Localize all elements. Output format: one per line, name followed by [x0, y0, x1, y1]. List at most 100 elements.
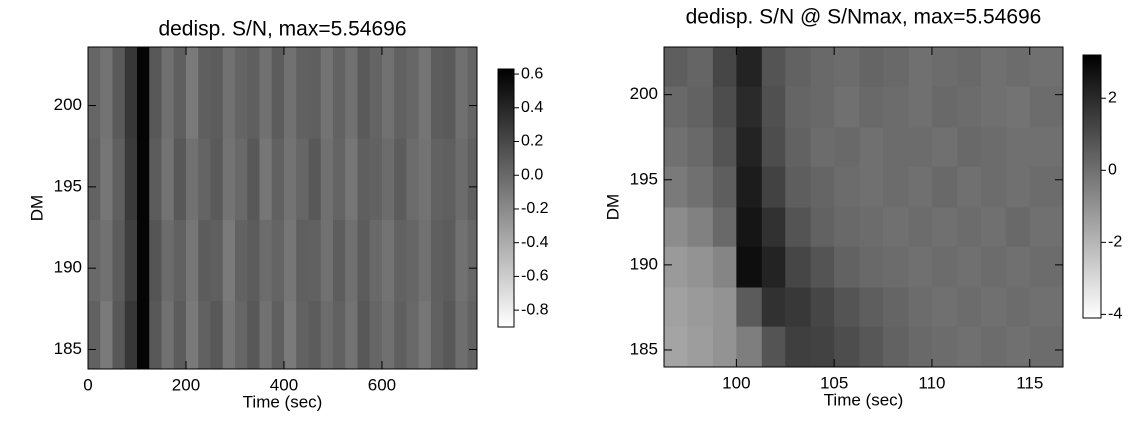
heatmap-cell — [687, 166, 714, 208]
heatmap-cell — [259, 300, 273, 369]
heatmap-cell — [381, 138, 395, 220]
heatmap-cell — [124, 219, 138, 302]
colorbar-tick-label: -0.8 — [521, 301, 549, 318]
heatmap-cell — [185, 219, 199, 302]
heatmap-cell — [785, 47, 812, 87]
heatmap-cell — [222, 219, 236, 302]
heatmap-cell — [271, 47, 285, 139]
heatmap-cell — [810, 287, 835, 327]
heatmap-cell — [859, 287, 884, 327]
heatmap-cell — [381, 47, 395, 139]
heatmap-cell — [785, 246, 812, 288]
heatmap-cell — [430, 47, 444, 139]
colorbar-tick-label: 0.0 — [521, 166, 543, 183]
colorbar-tick-label: -4 — [1108, 306, 1122, 323]
x-tick-label: 400 — [270, 375, 298, 394]
heatmap-cell — [308, 47, 322, 139]
y-axis-label: DM — [603, 194, 622, 220]
heatmap-cell — [112, 300, 126, 369]
heatmap-cell — [234, 138, 248, 220]
plot-frame — [87, 46, 478, 370]
colorbar — [1082, 54, 1102, 319]
heatmap-cell — [430, 219, 444, 302]
heatmap-cell — [271, 138, 285, 220]
heatmap-cell — [259, 219, 273, 302]
heatmap-cell — [785, 287, 812, 327]
heatmap-cell — [185, 138, 199, 220]
heatmap-cell — [88, 138, 101, 220]
heatmap-cell — [308, 138, 322, 220]
heatmap-cell — [834, 86, 861, 128]
heatmap-cell — [149, 138, 162, 220]
heatmap-cell — [1006, 287, 1031, 327]
heatmap-cell — [883, 127, 909, 167]
heatmap-cell — [761, 86, 786, 128]
heatmap-cell — [222, 47, 236, 139]
heatmap-cell — [883, 166, 909, 208]
heatmap-cell — [883, 326, 909, 367]
colorbar-tick-label: -2 — [1108, 234, 1122, 251]
x-tick-label: 115 — [1016, 373, 1043, 392]
heatmap-cell — [687, 47, 714, 87]
heatmap-cell — [369, 138, 383, 220]
heatmap-cell — [455, 138, 469, 220]
heatmap-cell — [736, 166, 763, 208]
y-tick-label: 185 — [630, 339, 658, 358]
heatmap-cell — [908, 246, 933, 288]
heatmap-cell — [712, 207, 737, 247]
heatmap-cell — [418, 138, 432, 220]
heatmap-cell — [467, 219, 477, 302]
heatmap-cell — [931, 207, 958, 247]
y-tick-label: 190 — [630, 254, 658, 273]
heatmap-cell — [161, 138, 175, 220]
heatmap-cell — [136, 47, 150, 139]
heatmap-cell — [345, 138, 358, 220]
heatmap-cell — [234, 300, 248, 369]
heatmap-cell — [980, 127, 1007, 167]
heatmap-cell — [1029, 326, 1063, 367]
heatmap-cell — [1029, 47, 1063, 87]
heatmap-cell — [149, 219, 162, 302]
heatmap-cell — [1029, 127, 1063, 167]
heatmap-cell — [149, 47, 162, 139]
heatmap-cell — [883, 207, 909, 247]
heatmap-cell — [980, 47, 1007, 87]
heatmap-cell — [785, 166, 812, 208]
heatmap-cell — [198, 300, 211, 369]
heatmap-cell — [418, 219, 432, 302]
heatmap-cell — [247, 219, 260, 302]
heatmap-cell — [810, 166, 835, 208]
heatmap-cell — [357, 300, 371, 369]
heatmap-cell — [443, 47, 456, 139]
heatmap-cell — [296, 300, 309, 369]
heatmap-cell — [283, 300, 297, 369]
heatmap-cell — [664, 166, 688, 208]
heatmap-cell — [957, 207, 982, 247]
heatmap-cell — [320, 47, 334, 139]
heatmap-cell — [785, 326, 812, 367]
heatmap-cell — [931, 127, 958, 167]
heatmap-cell — [957, 326, 982, 367]
heatmap-cell — [883, 246, 909, 288]
heatmap-cell — [394, 47, 407, 139]
heatmap-cell — [210, 219, 224, 302]
heatmap-cell — [136, 138, 150, 220]
heatmap-cell — [908, 326, 933, 367]
plot-frame — [663, 46, 1064, 368]
colorbar-tick-label: 0 — [1108, 162, 1117, 179]
colorbar-tick-label: 2 — [1108, 89, 1117, 106]
heatmap-cell — [712, 246, 737, 288]
heatmap-cell — [283, 138, 297, 220]
chart-title: dedisp. S/N, max=5.54696 — [158, 18, 406, 41]
heatmap-cell — [859, 86, 884, 128]
heatmap-cell — [785, 127, 812, 167]
colorbar-tick-label: 0.2 — [521, 133, 543, 150]
heatmap-cell — [443, 138, 456, 220]
heatmap-cell — [443, 300, 456, 369]
heatmap-cell — [112, 138, 126, 220]
heatmap-cell — [136, 300, 150, 369]
heatmap-cell — [173, 47, 187, 139]
x-axis-label: Time (sec) — [824, 390, 904, 409]
y-axis-label: DM — [27, 195, 46, 221]
heatmap-cell — [957, 287, 982, 327]
